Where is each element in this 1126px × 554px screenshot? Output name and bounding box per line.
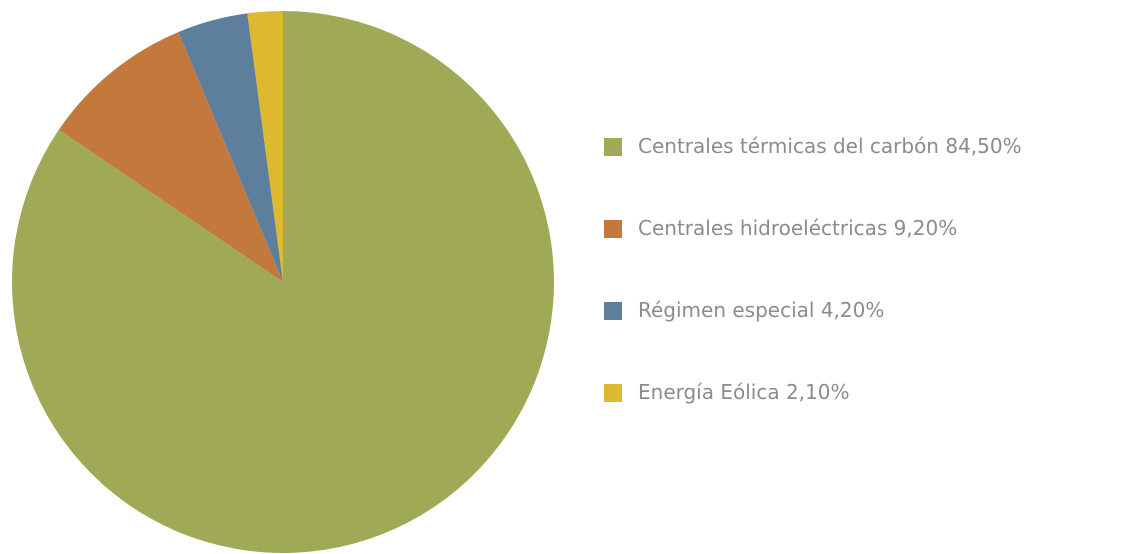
legend-label: Centrales hidroeléctricas 9,20% [638,216,957,240]
legend-name: Régimen especial [638,298,814,322]
legend-label: Centrales térmicas del carbón 84,50% [638,134,1022,158]
legend-label: Energía Eólica 2,10% [638,380,850,404]
legend-value: 2,10% [786,380,850,404]
pie-slice [58,31,284,282]
legend-value: 4,20% [821,298,885,322]
legend-name: Centrales térmicas del carbón [638,134,939,158]
legend-swatch [604,384,622,402]
pie-slice [11,11,554,553]
legend-name: Energía Eólica [638,380,780,404]
legend-value: 9,20% [894,216,958,240]
legend-swatch [604,220,622,238]
pie-slice [178,13,283,283]
legend-value: 84,50% [945,134,1021,158]
pie-slice [247,11,283,282]
legend-swatch [604,138,622,156]
legend-label: Régimen especial 4,20% [638,298,884,322]
legend-name: Centrales hidroeléctricas [638,216,887,240]
legend-swatch [604,302,622,320]
legend: Centrales térmicas del carbón 84,50%Cent… [604,134,1022,404]
